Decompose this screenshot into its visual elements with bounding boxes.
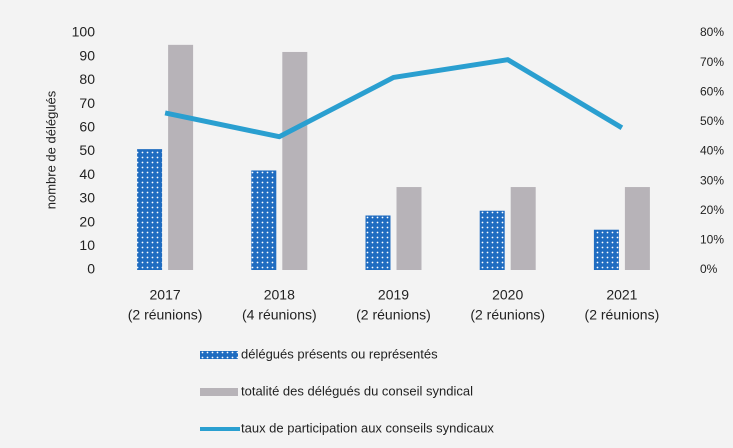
x-tick-label: (2 réunions) [128,307,203,323]
bar [593,229,619,270]
bar [168,44,194,270]
y-tick-label: 20 [79,213,95,229]
y2-tick-label: 10% [700,233,724,247]
y2-tick-label: 30% [700,173,724,187]
x-tick-label: (4 réunions) [242,307,317,323]
legend-label: taux de participation aux conseils syndi… [241,420,494,435]
y2-tick-label: 70% [700,55,724,69]
bar [251,170,277,270]
y2-tick-label: 50% [700,114,724,128]
y-tick-label: 0 [87,261,95,277]
bar [510,187,536,270]
y2-tick-label: 40% [700,144,724,158]
y2-tick-label: 20% [700,203,724,217]
y-tick-label: 50 [79,142,95,158]
y2-tick-label: 80% [700,25,724,39]
y-tick-label: 40 [79,166,95,182]
bar [479,210,505,270]
legend-swatch [200,388,238,396]
x-tick-label: 2019 [378,287,409,303]
legend-label: totalité des délégués du conseil syndica… [241,383,473,398]
y-tick-label: 100 [72,24,96,40]
bar [624,187,650,270]
x-tick-label: (2 réunions) [470,307,545,323]
bar [282,51,308,271]
legend-swatch [200,351,238,359]
bar [365,215,391,270]
x-tick-label: (2 réunions) [356,307,431,323]
y-axis-title: nombre de délégués [43,90,58,209]
y2-tick-label: 0% [700,262,718,276]
y-tick-label: 80 [79,71,95,87]
y-tick-label: 10 [79,237,95,253]
y-tick-label: 60 [79,119,95,135]
y-tick-label: 90 [79,47,95,63]
y-tick-label: 30 [79,190,95,206]
x-tick-label: 2021 [606,287,637,303]
bar [396,187,422,270]
bar [137,149,163,270]
x-tick-label: 2020 [492,287,523,303]
y-tick-label: 70 [79,95,95,111]
x-tick-label: 2018 [264,287,295,303]
line [164,57,624,140]
y2-tick-label: 60% [700,84,724,98]
x-tick-label: 2017 [150,287,181,303]
legend-label: délégués présents ou représentés [241,346,438,361]
x-tick-label: (2 réunions) [585,307,660,323]
